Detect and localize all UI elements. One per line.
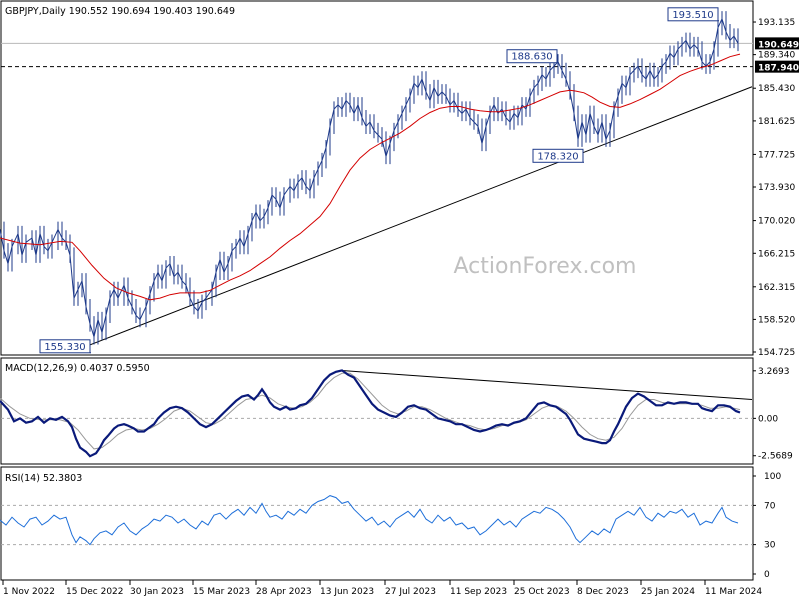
price-y-tick-label: 193.135 [758,18,795,28]
price-panel-frame [0,0,754,356]
x-tick-label: 15 Mar 2023 [193,587,250,597]
price-y-tick-label: 189.340 [758,51,795,61]
price-annotation-box [39,339,91,354]
price-y-tick-label: 154.725 [758,348,795,358]
x-tick-label: 30 Jan 2023 [130,587,184,597]
x-tick-label: 15 Dec 2022 [66,587,124,597]
x-tick-label: 11 Mar 2024 [705,587,762,597]
macd-title: MACD(12,26,9) 0.4037 0.5950 [5,363,150,374]
x-tick-label: 28 Apr 2023 [256,587,312,597]
x-tick-label: 13 Jun 2023 [320,587,374,597]
macd-y-tick-label: 0.00 [758,414,778,424]
price-trendline [84,86,753,348]
x-tick-label: 27 Jul 2023 [385,587,436,597]
x-tick-label: 25 Oct 2023 [514,587,570,597]
price-marker-label: 190.649 [758,40,799,50]
price-annotation-label: 188.630 [511,52,552,63]
price-annotation-label: 178.320 [537,151,578,162]
price-y-tick-label: 162.315 [758,283,795,293]
rsi-y-tick-label: 100 [764,472,781,482]
price-annotation-box [506,49,558,64]
price-annotation-box [532,148,584,163]
price-y-tick-label: 185.430 [758,84,795,94]
price-header: GBPJPY,Daily 190.552 190.694 190.403 190… [5,6,235,17]
x-tick-label: 25 Jan 2024 [641,587,695,597]
macd-panel-frame [0,357,754,465]
axis-layer: 193.135 189.340 185.430 181.625 177.725 173.9… [2,18,799,597]
x-tick-label: 8 Dec 2023 [577,587,629,597]
rsi-y-tick-label: 30 [764,541,776,551]
price-y-tick-label: 170.020 [758,217,795,227]
rsi-y-tick-label: 0 [764,570,770,580]
rsi-line [0,495,739,546]
price-layer: 193.510 188.630 178.320 155.330 [0,7,753,354]
rsi-y-tick-label: 70 [764,501,776,511]
price-y-tick-label: 181.625 [758,117,795,127]
rsi-panel-frame [0,466,754,581]
macd-y-tick-label: 3.2693 [758,367,790,377]
price-y-tick-label: 158.520 [758,315,795,325]
watermark: ActionForex.com [454,254,637,279]
price-annotation-label: 155.330 [44,342,85,353]
price-annotation-box [667,7,719,22]
price-marker-label: 187.940 [758,64,799,74]
price-annotation-label: 193.510 [672,10,713,21]
price-y-tick-label: 166.215 [758,249,795,259]
macd-layer [0,369,753,458]
price-series-line [0,17,739,339]
macd-signal-line [0,372,741,450]
macd-y-tick-label: -2.5689 [758,452,793,462]
macd-line [0,369,741,458]
x-tick-label: 1 Nov 2022 [3,587,55,597]
price-marker-box [755,60,799,73]
rsi-title: RSI(14) 52.3803 [5,473,82,484]
price-y-tick-label: 173.930 [758,183,795,193]
price-marker-box [755,37,799,50]
macd-trendline [339,369,753,400]
x-tick-label: 11 Sep 2023 [450,587,507,597]
rsi-layer [0,495,753,546]
price-y-tick-label: 177.725 [758,150,795,160]
moving-average-line [0,53,741,301]
